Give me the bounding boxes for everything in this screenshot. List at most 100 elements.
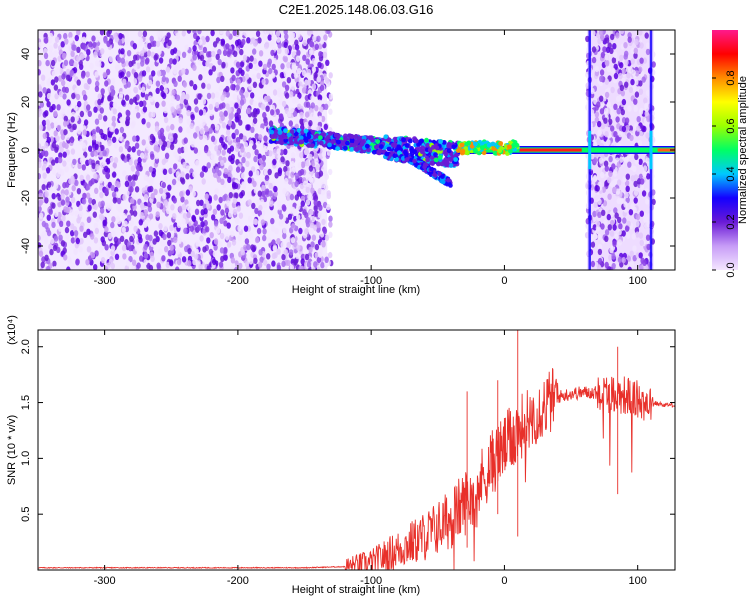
spectrogram-cell	[252, 143, 257, 150]
spectrogram-cell	[616, 108, 621, 115]
spectrogram-cell	[258, 249, 263, 256]
spectrogram-cell	[189, 122, 194, 130]
spectrogram-cell	[144, 93, 149, 101]
spectrogram-cell	[197, 93, 202, 100]
spectrogram-cell	[91, 162, 96, 170]
spectrogram-cell	[162, 168, 168, 175]
spectrogram-cell	[73, 248, 78, 255]
spectrogram-cell	[125, 109, 130, 117]
spectrogram-cell	[595, 185, 600, 192]
spectrogram-cell	[464, 150, 470, 156]
spectrogram-cell	[308, 165, 314, 172]
spectrogram-cell	[611, 57, 617, 64]
spectrogram-cell	[262, 34, 267, 41]
spectrogram-cell	[290, 160, 295, 168]
spectrogram-cell	[645, 198, 650, 205]
spectrogram-cell	[167, 39, 172, 47]
spectrogram-cell	[316, 35, 321, 42]
spectrogram-cell	[100, 229, 105, 237]
spectrogram-cell	[60, 41, 65, 48]
spectrogram-cell	[42, 160, 48, 167]
spectrogram-cell	[94, 46, 100, 53]
spectrogram-cell	[619, 30, 625, 35]
spectrogram-cell	[626, 72, 631, 79]
spectrogram-cell	[38, 199, 43, 206]
spectrogram-cell	[607, 224, 612, 231]
spectrogram-cell	[118, 72, 123, 79]
spectrogram-cell	[297, 92, 302, 99]
spectrogram-cell	[48, 32, 53, 40]
spectrogram-cell	[171, 89, 176, 96]
spectrogram-cell	[629, 250, 634, 257]
spectrogram-cell	[187, 53, 192, 60]
spectrogram-cell	[111, 230, 116, 237]
spectrogram-cell	[43, 249, 48, 256]
spectrogram-cell	[176, 221, 182, 229]
spectrogram-cell	[231, 239, 237, 246]
spectrogram-cell	[231, 74, 236, 82]
spectrogram-cell	[600, 152, 605, 159]
spectrogram-cell	[85, 259, 90, 266]
spectrogram-cell	[272, 158, 277, 166]
spectrogram-cell	[610, 219, 615, 227]
spectrogram-cell	[41, 220, 47, 228]
spectrogram-cell	[643, 97, 648, 104]
spectrogram-cell	[261, 78, 266, 86]
spectrogram-cell	[429, 160, 435, 166]
spectrogram-cell	[140, 152, 145, 159]
spectrogram-cell	[234, 128, 239, 136]
spectrogram-cell	[133, 159, 139, 166]
spectrogram-cell	[217, 65, 222, 72]
spectrogram-cell	[106, 30, 111, 37]
spectrogram-cell	[424, 137, 429, 143]
spectrogram-cell	[76, 79, 81, 86]
spectrogram-cell	[252, 81, 258, 89]
spectrogram-cell	[206, 265, 211, 270]
spectrogram-cell	[624, 117, 630, 124]
x-tick-label: -100	[360, 575, 382, 587]
spectrogram-cell	[201, 98, 207, 105]
chart-title: C2E1.2025.148.06.03.G16	[279, 2, 434, 17]
spectrogram-cell	[163, 116, 169, 124]
spectrogram-cell	[186, 211, 191, 219]
spectrogram-cell	[112, 171, 117, 178]
spectrogram-cell	[618, 223, 623, 230]
spectrogram-cell	[206, 92, 212, 100]
spectrogram-cell	[119, 235, 125, 242]
spectrogram-cell	[184, 44, 189, 51]
spectrogram-cell	[613, 131, 618, 138]
spectrogram-cell	[630, 47, 635, 55]
spectrogram-cell	[633, 52, 638, 59]
spectrogram-cell	[253, 187, 259, 194]
spectrogram-cell	[120, 153, 125, 160]
spectrogram-cell	[246, 243, 251, 251]
spectrogram-cell	[38, 60, 42, 67]
spectrogram-cell	[38, 84, 42, 91]
spectrogram-cell	[286, 61, 291, 69]
spectrogram-cell	[254, 64, 259, 71]
spectrogram-cell	[624, 180, 630, 187]
spectrogram-cell	[47, 222, 53, 229]
spectrogram-cell	[93, 106, 98, 113]
spectrogram-cell	[219, 136, 224, 144]
spectrogram-cell	[321, 165, 326, 173]
spectrogram-cell	[231, 132, 236, 139]
spectrogram-cell	[155, 87, 160, 95]
spectrogram-cell	[68, 31, 73, 39]
spectrogram-cell	[214, 166, 220, 173]
spectrogram-cell	[304, 228, 309, 235]
spectrogram-cell	[606, 66, 612, 73]
spectrogram-cell	[625, 173, 630, 180]
spectrogram-cell	[198, 74, 203, 81]
spectrogram-cell	[268, 150, 273, 157]
spectrogram-cell	[163, 87, 168, 95]
spectrogram-cell	[297, 162, 303, 169]
spectrogram-cell	[286, 132, 292, 138]
spectrogram-cell	[180, 94, 186, 101]
spectrogram-cell	[313, 194, 319, 202]
spectrogram-cell	[412, 158, 417, 164]
spectrogram-cell	[57, 211, 62, 219]
spectrogram-cell	[309, 227, 314, 235]
spectrogram-cell	[278, 98, 283, 106]
spectrogram-cell	[614, 212, 619, 219]
